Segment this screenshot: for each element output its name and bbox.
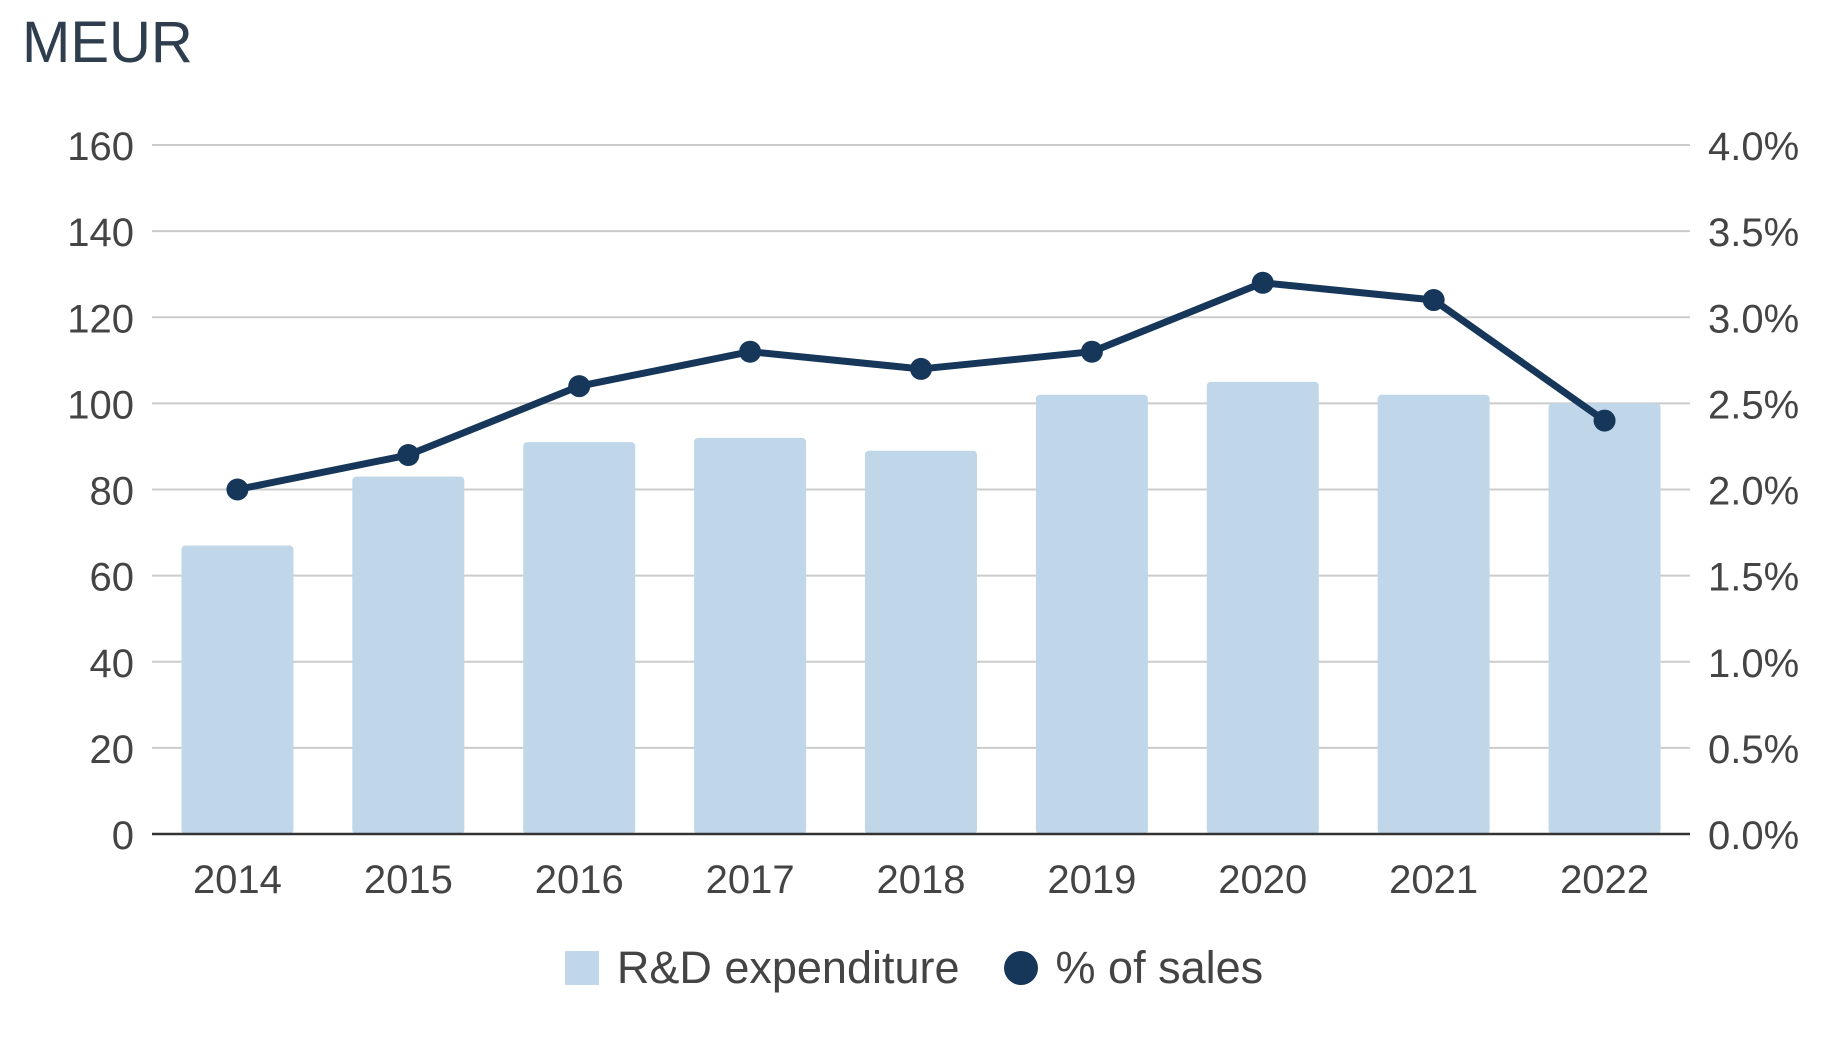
point-2016 [568,375,591,398]
bar-series [181,381,1661,834]
bar-2014 [181,545,294,834]
point-2017 [739,340,762,363]
unit-label: MEUR [22,10,193,75]
y-left-tick-label: 40 [90,642,135,686]
y-right-tick-label: 1.0% [1708,642,1799,686]
y-left-tick-label: 160 [67,125,134,169]
x-tick-label: 2020 [1218,858,1307,902]
bar-2017 [694,437,807,834]
x-tick-label: 2016 [535,858,624,902]
x-tick-label: 2018 [877,858,966,902]
y-right-tick-label: 2.0% [1708,470,1799,514]
legend-item-line: % of sales [1003,942,1264,994]
bar-2015 [352,476,465,834]
y-right-tick-label: 4.0% [1708,125,1799,169]
y-right-tick-label: 0.0% [1708,814,1799,858]
bar-2021 [1377,394,1490,834]
x-tick-label: 2019 [1047,858,1136,902]
y-right-tick-label: 1.5% [1708,556,1799,600]
legend: R&D expenditure % of sales [0,942,1828,994]
line-series [226,271,1616,501]
x-tick-label: 2022 [1560,858,1649,902]
x-tick-label: 2014 [193,858,282,902]
legend-label-bar: R&D expenditure [616,942,960,993]
x-tick-label: 2017 [706,858,795,902]
bar-2022 [1548,403,1661,834]
y-right-tick-label: 3.0% [1708,297,1799,341]
y-left-tick-label: 0 [112,814,134,858]
bar-2016 [523,442,636,834]
point-2019 [1080,340,1103,363]
y-right-tick-label: 2.5% [1708,383,1799,427]
y-left-tick-label: 140 [67,211,134,255]
legend-item-bar: R&D expenditure [564,942,960,994]
point-2022 [1593,409,1616,432]
tick-labels: 0 0.0% 20 0.5% 40 1.0% 60 1.5% 80 2.0% 100 2.5% 120 3… [67,125,1799,902]
point-2015 [397,444,420,467]
y-right-tick-label: 3.5% [1708,211,1799,255]
point-2020 [1251,271,1274,294]
y-left-tick-label: 80 [90,470,135,514]
legend-label-line: % of sales [1055,942,1264,993]
bar-2018 [865,450,977,834]
x-tick-label: 2021 [1389,858,1478,902]
y-left-tick-label: 100 [67,383,134,427]
legend-swatch-line [1003,951,1038,985]
x-tick-label: 2015 [364,858,453,902]
legend-swatch-bar [564,951,599,985]
y-left-tick-label: 20 [90,728,135,772]
y-left-tick-label: 120 [67,297,134,341]
point-2021 [1422,289,1445,312]
point-2014 [226,478,249,501]
bar-2019 [1035,394,1148,834]
bar-2020 [1206,381,1319,834]
y-left-tick-label: 60 [90,556,135,600]
point-2018 [910,357,932,380]
y-right-tick-label: 0.5% [1708,728,1799,772]
